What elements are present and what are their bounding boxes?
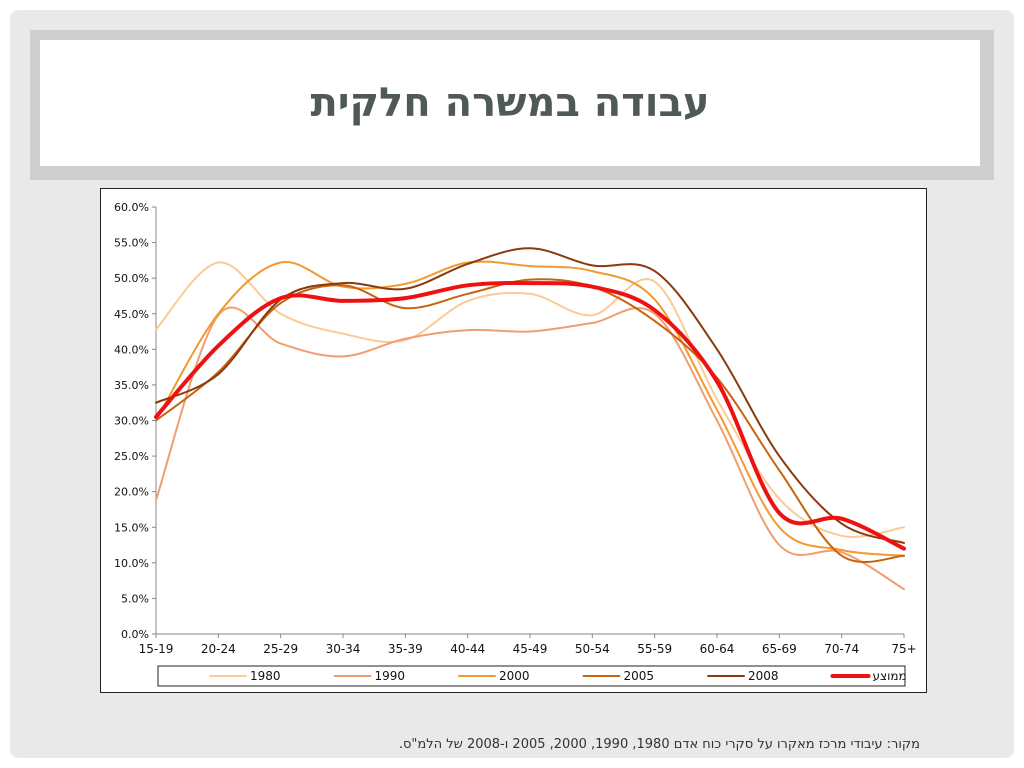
legend-label-4: 2008 (748, 669, 779, 683)
y-tick-label: 20.0% (114, 486, 149, 499)
x-tick-label: 65-69 (762, 642, 797, 656)
series-line-3 (155, 278, 905, 564)
x-tick-label: 35-39 (388, 642, 423, 656)
y-tick-label: 50.0% (114, 272, 149, 285)
y-tick-label: 45.0% (114, 308, 149, 321)
x-tick-label: 45-49 (513, 642, 548, 656)
legend-label-2: 2000 (499, 669, 530, 683)
y-tick-label: 35.0% (114, 379, 149, 392)
legend-label-0: 1980 (250, 669, 281, 683)
legend-label-5: ממוצע (873, 669, 907, 683)
series-line-0 (155, 261, 905, 538)
series-line-1 (155, 306, 905, 591)
x-tick-label: 15-19 (139, 642, 174, 656)
x-tick-label: 30-34 (326, 642, 361, 656)
legend-box (157, 665, 906, 687)
y-tick-label: 25.0% (114, 450, 149, 463)
x-tick-label: 40-44 (450, 642, 485, 656)
x-tick-label: 75+ (891, 642, 916, 656)
y-tick-label: 10.0% (114, 557, 149, 570)
title-box: עבודה במשרה חלקית (40, 40, 980, 166)
slide-title: עבודה במשרה חלקית (310, 80, 710, 126)
series-line-2 (155, 260, 905, 557)
source-note: מקור: עיבודי מרכז מאקרו על סקרי כוח אדם … (398, 737, 920, 752)
y-tick-label: 55.0% (114, 237, 149, 250)
x-tick-label: 50-54 (575, 642, 610, 656)
y-tick-label: 40.0% (114, 343, 149, 356)
y-tick-label: 30.0% (114, 415, 149, 428)
y-tick-label: 5.0% (121, 592, 149, 605)
x-tick-label: 55-59 (637, 642, 672, 656)
y-tick-label: 15.0% (114, 521, 149, 534)
x-tick-label: 20-24 (201, 642, 236, 656)
y-tick-label: 60.0% (114, 201, 149, 214)
x-tick-label: 70-74 (824, 642, 859, 656)
legend-label-1: 1990 (375, 669, 406, 683)
x-tick-label: 25-29 (263, 642, 298, 656)
y-tick-label: 0.0% (121, 628, 149, 641)
series-line-4 (155, 247, 905, 544)
chart-container: 0.0% 5.0% 10.0% 15.0% 20.0% 25.0% 30.0% 35.0% 40… (100, 188, 927, 693)
line-chart: 0.0% 5.0% 10.0% 15.0% 20.0% 25.0% 30.0% 35.0% 40… (114, 201, 917, 687)
legend-label-3: 2005 (624, 669, 655, 683)
series-line-5 (154, 281, 906, 551)
x-tick-label: 60-64 (700, 642, 735, 656)
